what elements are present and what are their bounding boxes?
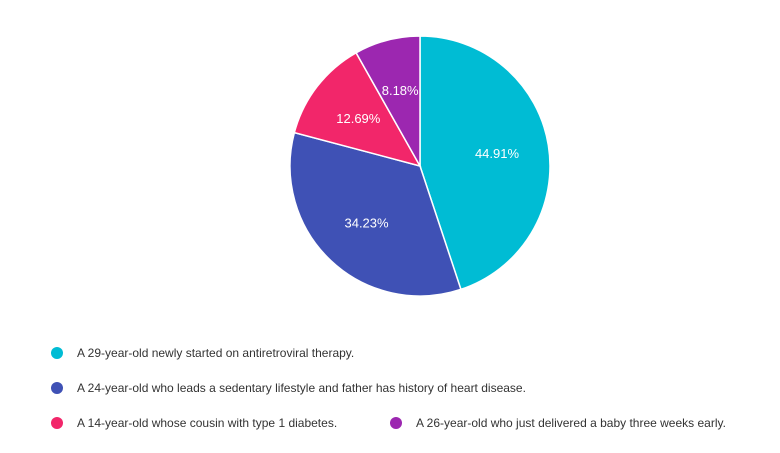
pie-slice-sedentary[interactable]	[289, 131, 462, 297]
legend-label: A 24-year-old who leads a sedentary life…	[77, 381, 526, 395]
legend-marker-icon	[51, 347, 63, 359]
legend-item-delivered-early[interactable]: A 26-year-old who just delivered a baby …	[390, 416, 726, 430]
slice-value-label: 34.23%	[344, 215, 389, 230]
slice-value-label: 8.18%	[382, 83, 419, 98]
legend-marker-icon	[51, 382, 63, 394]
pie-slice-antiretroviral[interactable]	[419, 35, 551, 291]
legend-label: A 29-year-old newly started on antiretro…	[77, 346, 355, 360]
legend-marker-icon	[51, 417, 63, 429]
legend-marker-icon	[390, 417, 402, 429]
slice-value-label: 12.69%	[336, 111, 381, 126]
pie-slice-type1-diabetes[interactable]	[293, 51, 422, 168]
slice-value-label: 44.91%	[475, 146, 520, 161]
legend-item-sedentary[interactable]: A 24-year-old who leads a sedentary life…	[51, 381, 526, 395]
pie-slice-delivered-early[interactable]	[355, 35, 421, 169]
legend-item-antiretroviral[interactable]: A 29-year-old newly started on antiretro…	[51, 346, 354, 360]
legend-label: A 26-year-old who just delivered a baby …	[416, 416, 726, 430]
legend-item-type1-diabetes[interactable]: A 14-year-old whose cousin with type 1 d…	[51, 416, 337, 430]
legend-label: A 14-year-old whose cousin with type 1 d…	[77, 416, 338, 430]
pie-chart-plot: 44.91% 34.23% 12.69%8.18%	[289, 35, 551, 297]
